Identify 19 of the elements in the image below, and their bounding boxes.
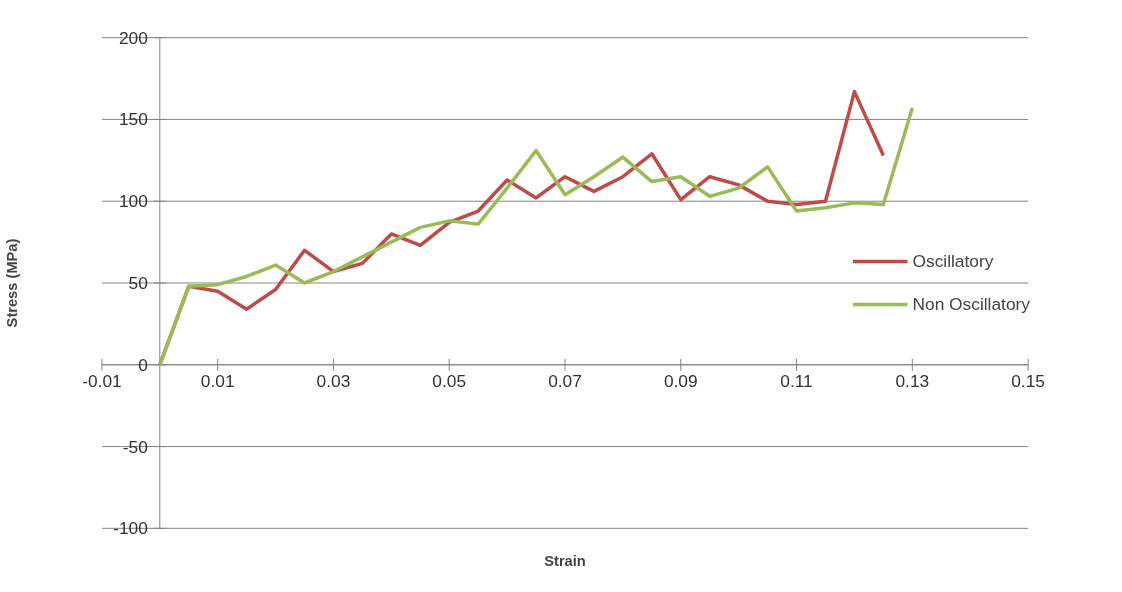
legend-label: Non Oscillatory — [912, 293, 1030, 315]
x-tick-label: 0.03 — [316, 370, 351, 391]
x-tick-label: 0.09 — [663, 370, 698, 391]
y-tick-label: -100 — [113, 518, 148, 539]
y-tick-label: 0 — [138, 354, 148, 375]
x-tick-label: 0.13 — [895, 370, 930, 391]
y-tick-label: 100 — [118, 191, 148, 212]
x-tick-label: -0.01 — [82, 370, 122, 391]
x-tick-label: 0.05 — [432, 370, 467, 391]
x-tick-label: 0.15 — [1011, 370, 1045, 391]
y-tick-label: 150 — [118, 109, 148, 130]
x-axis-title: Strain — [544, 552, 586, 569]
legend-label: Oscillatory — [912, 250, 994, 272]
y-tick-label: 200 — [118, 27, 148, 48]
x-tick-label: 0.11 — [780, 370, 813, 391]
y-axis-title: Stress (MPa) — [3, 238, 20, 328]
x-tick-label: 0.07 — [548, 370, 582, 391]
y-tick-label: 50 — [128, 273, 148, 293]
x-tick-label: 0.01 — [200, 370, 235, 391]
